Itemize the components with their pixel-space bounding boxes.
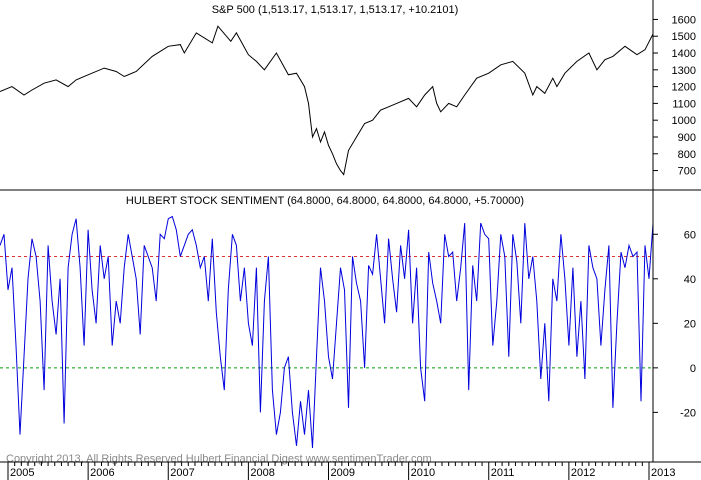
sentiment-reference-lines (0, 256, 653, 369)
sp500-y-tick-label: 1100 (672, 98, 696, 110)
sentiment-panel: HULBERT STOCK SENTIMENT (64.8000, 64.800… (0, 195, 696, 465)
sentiment-y-tick-label: 0 (690, 363, 696, 375)
sp500-y-tick-label: 1500 (672, 31, 696, 43)
x-tick-label: 2012 (571, 467, 595, 479)
x-axis: 2005 2006 2007 2008 2009 2010 2011 2012 2013 (0, 461, 701, 480)
sentiment-y-axis: -20 0 20 40 60 (653, 229, 696, 419)
sentiment-series-line (0, 215, 654, 449)
sp500-y-axis: 700 800 900 1000 1100 1200 1300 1400 1500 1600 (653, 14, 696, 178)
sp500-panel: S&P 500 (1,513.17, 1,513.17, 1,513.17, +… (0, 4, 696, 178)
x-tick-label: 2009 (331, 467, 355, 479)
x-tick-label: 2005 (10, 467, 34, 479)
x-tick-label: 2008 (250, 467, 274, 479)
x-tick-label: 2013 (651, 467, 675, 479)
sentiment-y-tick-label: 20 (684, 318, 696, 330)
sp500-y-tick-label: 800 (678, 149, 696, 161)
sp500-y-tick-label: 900 (678, 132, 696, 144)
sp500-y-tick-label: 1000 (672, 115, 696, 127)
sp500-y-tick-label: 1600 (672, 14, 696, 26)
sp500-y-tick-label: 1400 (672, 48, 696, 60)
x-tick-label: 2010 (411, 467, 435, 479)
sp500-y-tick-label: 1200 (672, 82, 696, 94)
x-tick-label: 2007 (170, 467, 194, 479)
sp500-y-tick-label: 700 (678, 166, 696, 178)
sp500-series-line (0, 25, 654, 176)
sentiment-y-tick-label: -20 (680, 407, 696, 419)
sp500-chart-title: S&P 500 (1,513.17, 1,513.17, 1,513.17, +… (212, 4, 459, 16)
x-tick-label: 2006 (90, 467, 114, 479)
sentiment-y-tick-label: 40 (684, 274, 696, 286)
sentiment-chart-title: HULBERT STOCK SENTIMENT (64.8000, 64.800… (126, 195, 524, 207)
sentiment-y-tick-label: 60 (684, 229, 696, 241)
copyright-notice: Copyright 2013, All Rights Reserved Hulb… (6, 453, 432, 465)
x-tick-label: 2011 (491, 467, 515, 479)
sp500-y-tick-label: 1300 (672, 65, 696, 77)
